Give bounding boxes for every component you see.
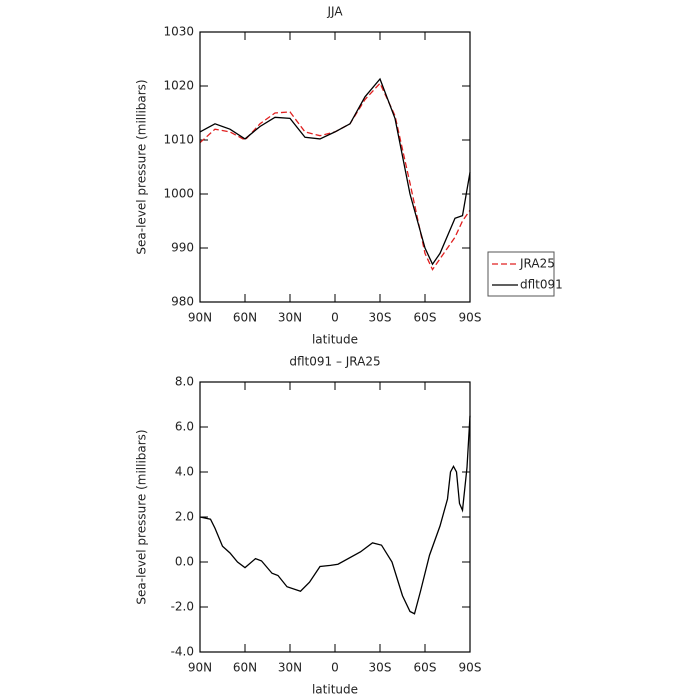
plot-frame <box>199 31 471 303</box>
y-tick-label: 1020 <box>163 79 194 93</box>
y-tick-label: 980 <box>171 295 194 309</box>
y-tick-label: 990 <box>171 241 194 255</box>
y-axis-label: Sea-level pressure (millibars) <box>135 429 149 604</box>
legend-label: JRA25 <box>519 257 555 271</box>
x-tick-label: 60N <box>233 311 257 325</box>
chart-title: JJA <box>326 5 343 19</box>
x-tick-label: 60S <box>414 661 437 675</box>
plot-frame <box>199 381 471 653</box>
chart-title: dflt091 – JRA25 <box>289 355 380 369</box>
x-tick-label: 90N <box>188 311 212 325</box>
y-tick-label: 1000 <box>163 187 194 201</box>
y-tick-label: 1010 <box>163 133 194 147</box>
x-tick-label: 90S <box>459 311 482 325</box>
series-line <box>199 82 471 271</box>
x-tick-label: 0 <box>331 661 339 675</box>
y-tick-label: 1030 <box>163 25 194 39</box>
x-tick-label: 30S <box>369 311 392 325</box>
x-axis-label: latitude <box>312 333 358 347</box>
x-tick-label: 60N <box>233 661 257 675</box>
series-line <box>199 415 471 615</box>
y-tick-label: -2.0 <box>171 600 194 614</box>
x-tick-label: 30S <box>369 661 392 675</box>
legend-label: dflt091 <box>520 278 563 292</box>
y-axis-label: Sea-level pressure (millibars) <box>135 79 149 254</box>
x-tick-label: 0 <box>331 311 339 325</box>
x-tick-label: 30N <box>278 661 302 675</box>
x-tick-label: 90N <box>188 661 212 675</box>
series-line <box>199 77 471 266</box>
y-tick-label: 2.0 <box>175 510 194 524</box>
x-tick-label: 30N <box>278 311 302 325</box>
y-tick-label: 4.0 <box>175 465 194 479</box>
y-tick-label: -4.0 <box>171 645 194 659</box>
x-axis-label: latitude <box>312 683 358 697</box>
legend-box <box>487 251 555 297</box>
x-tick-label: 60S <box>414 311 437 325</box>
y-tick-label: 6.0 <box>175 420 194 434</box>
y-tick-label: 8.0 <box>175 375 194 389</box>
y-tick-label: 0.0 <box>175 555 194 569</box>
x-tick-label: 90S <box>459 661 482 675</box>
